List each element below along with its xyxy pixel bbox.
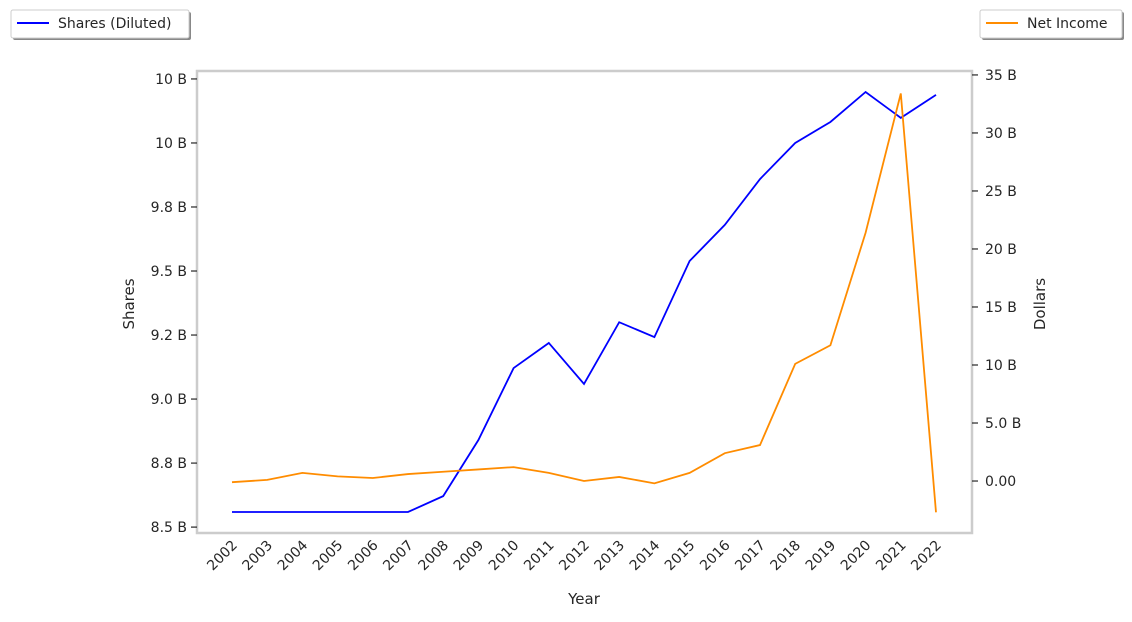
left-tick-label: 9.2 B <box>151 328 187 344</box>
right-tick-label: 15 B <box>985 300 1017 316</box>
right-tick-label: 10 B <box>985 358 1017 374</box>
x-tick-label: 2020 <box>838 538 875 575</box>
x-tick-label: 2012 <box>556 538 593 575</box>
legend-left: Shares (Diluted) <box>11 10 191 40</box>
x-axis-label: Year <box>567 590 601 608</box>
x-tick-label: 2014 <box>627 537 664 574</box>
left-tick-label: 9.5 B <box>151 264 187 280</box>
right-axis: 0.00 5.0 B 10 B 15 B 20 B 25 B 30 B 35 B <box>972 68 1021 490</box>
x-tick-label: 2010 <box>486 538 523 575</box>
left-tick-label: 8.5 B <box>151 520 187 536</box>
legend-label-net-income: Net Income <box>1027 16 1108 32</box>
plot-area <box>197 71 972 533</box>
x-tick-label: 2006 <box>345 537 382 574</box>
x-tick-label: 2016 <box>697 537 734 574</box>
x-tick-label: 2003 <box>240 538 277 575</box>
x-tick-label: 2002 <box>204 538 241 575</box>
x-tick-label: 2009 <box>451 538 488 575</box>
left-tick-label: 10 B <box>155 136 187 152</box>
x-tick-label: 2019 <box>803 538 840 575</box>
right-axis-label: Dollars <box>1031 278 1049 330</box>
legend-right: Net Income <box>980 10 1124 40</box>
x-tick-label: 2022 <box>908 538 945 575</box>
x-tick-label: 2011 <box>521 538 558 575</box>
x-tick-label: 2021 <box>873 538 910 575</box>
x-tick-label: 2013 <box>592 538 629 575</box>
left-tick-label: 10 B <box>155 72 187 88</box>
left-tick-label: 8.8 B <box>151 456 187 472</box>
right-tick-label: 35 B <box>985 68 1017 84</box>
right-tick-label: 5.0 B <box>985 416 1021 432</box>
x-axis: 2002200320042005200620072008200920102011… <box>204 537 945 574</box>
right-tick-label: 25 B <box>985 184 1017 200</box>
right-tick-label: 0.00 <box>985 474 1016 490</box>
x-tick-label: 2015 <box>662 538 699 575</box>
x-tick-label: 2007 <box>380 538 417 575</box>
left-axis: 8.5 B 8.8 B 9.0 B 9.2 B 9.5 B 9.8 B 10 B 10 B <box>151 72 197 536</box>
left-axis-label: Shares <box>120 278 138 329</box>
x-tick-label: 2017 <box>732 538 769 575</box>
left-tick-label: 9.8 B <box>151 200 187 216</box>
x-tick-label: 2005 <box>310 538 347 575</box>
x-tick-label: 2018 <box>768 538 805 575</box>
right-tick-label: 20 B <box>985 242 1017 258</box>
left-tick-label: 9.0 B <box>151 392 187 408</box>
right-tick-label: 30 B <box>985 126 1017 142</box>
legend-label-shares: Shares (Diluted) <box>58 16 172 32</box>
x-tick-label: 2004 <box>275 537 312 574</box>
x-tick-label: 2008 <box>416 538 453 575</box>
